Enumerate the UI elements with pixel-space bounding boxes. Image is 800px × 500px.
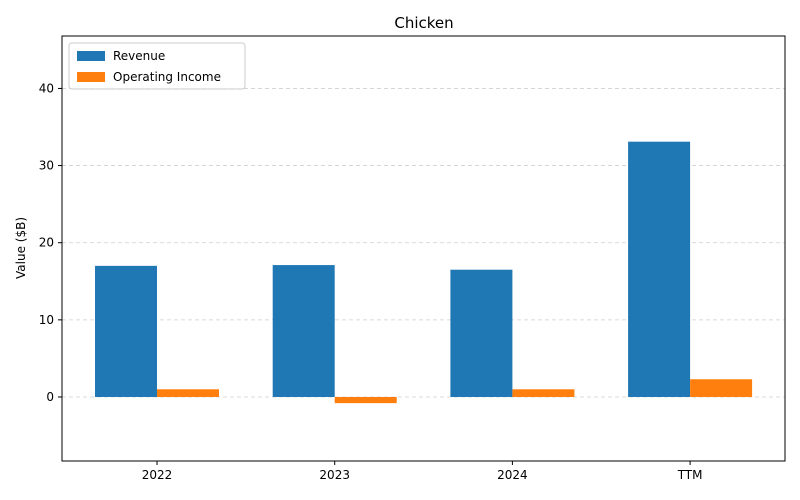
- bar-operating-income-2023: [334, 396, 397, 404]
- bar-revenue-ttm: [628, 141, 691, 397]
- legend-label-0: Revenue: [113, 49, 165, 63]
- bar-revenue-2024: [450, 269, 513, 397]
- x-axis-ticks: 2022 2023 2024 TTM: [142, 461, 703, 482]
- y-tick-label-0: 0: [46, 390, 54, 404]
- y-tick-label-3: 30: [39, 159, 54, 173]
- bar-operating-income-2022: [157, 389, 219, 397]
- bar-operating-income-2024: [512, 389, 575, 397]
- bar-revenue-2022: [95, 265, 157, 397]
- plot-frame: [61, 35, 786, 462]
- y-tick-label-4: 40: [39, 81, 54, 95]
- bar-operating-income-ttm: [690, 379, 753, 397]
- legend-box: [68, 42, 246, 90]
- x-tick-label-2: 2024: [497, 468, 528, 482]
- legend: Revenue Operating Income: [68, 42, 246, 90]
- y-tick-label-2: 20: [39, 236, 54, 250]
- x-tick-label-3: TTM: [677, 468, 703, 482]
- y-axis-ticks: 0 10 20 30 40: [39, 81, 62, 404]
- legend-swatch-0: [77, 51, 105, 61]
- legend-swatch-1: [77, 72, 105, 82]
- x-tick-label-1: 2023: [319, 468, 350, 482]
- y-axis-label: Value ($B): [14, 217, 28, 279]
- y-tick-label-1: 10: [39, 313, 54, 327]
- bars: [95, 141, 753, 404]
- chart-title: Chicken: [394, 14, 453, 32]
- legend-label-1: Operating Income: [113, 70, 221, 84]
- x-tick-label-0: 2022: [142, 468, 173, 482]
- bar-revenue-2023: [272, 265, 335, 397]
